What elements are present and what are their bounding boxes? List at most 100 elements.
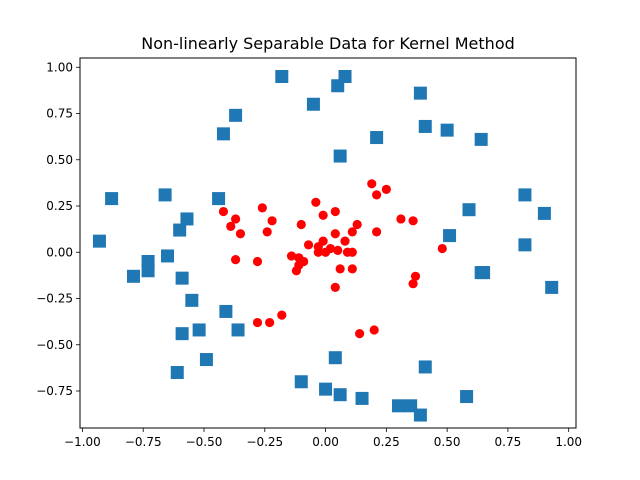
circle-data-point [291, 266, 301, 276]
square-data-point [545, 280, 559, 294]
square-data-point [175, 327, 189, 341]
square-data-point [170, 366, 184, 379]
square-data-point [518, 188, 532, 202]
circle-data-point [372, 190, 382, 200]
square-data-point [460, 390, 474, 404]
square-data-point [126, 269, 140, 283]
circle-data-point [267, 216, 277, 226]
circle-data-point [355, 329, 365, 339]
circle-data-point [277, 310, 287, 320]
circle-data-point [352, 219, 362, 230]
x-tick-label: 0.25 [373, 435, 400, 449]
square-data-point [185, 293, 199, 307]
square-data-point [173, 223, 187, 237]
circle-data-point [437, 243, 447, 254]
circle-data-point [226, 221, 236, 231]
square-data-point [440, 123, 454, 137]
square-data-point [105, 192, 119, 206]
circle-data-point [369, 325, 379, 335]
square-data-point [338, 70, 352, 83]
circle-data-point [408, 216, 418, 226]
square-data-point [413, 86, 427, 100]
circle-data-point [296, 219, 306, 230]
square-data-point [477, 266, 491, 280]
square-data-point [216, 127, 230, 141]
circle-data-point [231, 214, 241, 224]
x-tick-label: 0.50 [434, 435, 461, 449]
square-data-point [537, 206, 551, 220]
circle-data-point [231, 255, 241, 265]
y-tick-label: 1.00 [46, 60, 73, 74]
circle-data-point [265, 317, 275, 328]
square-data-point [418, 119, 432, 133]
circle-data-point [318, 210, 328, 220]
circle-data-point [330, 282, 340, 292]
circle-data-point [340, 236, 350, 246]
x-tick-label: 1.00 [555, 435, 582, 449]
square-data-point [231, 323, 245, 337]
square-data-point [199, 353, 213, 367]
square-data-point [306, 97, 320, 111]
y-tick-label: −0.75 [36, 384, 73, 398]
circle-data-point [347, 227, 357, 237]
circle-data-point [381, 184, 391, 194]
circle-data-point [235, 229, 246, 239]
y-tick-label: 0.75 [46, 107, 73, 121]
circle-data-point [330, 229, 340, 239]
circle-data-point [347, 264, 357, 274]
circle-data-point [257, 203, 267, 213]
square-data-point [333, 388, 347, 402]
y-tick-label: −0.50 [36, 338, 73, 352]
circle-data-point [342, 247, 353, 257]
axes-layer: −1.00 −0.75 −0.50 −0.25 0.00 0.25 0.50 0.75 1.00… [36, 60, 582, 449]
circle-data-point [330, 206, 340, 217]
circle-data-point [335, 264, 345, 274]
x-tick-label: −0.50 [186, 435, 223, 449]
circle-data-point [320, 247, 331, 257]
square-data-point [192, 323, 206, 337]
circle-data-point [303, 240, 314, 250]
circle-data-point [311, 197, 321, 207]
square-data-point [333, 149, 347, 163]
circle-data-point [408, 279, 418, 289]
chart-title: Non-linearly Separable Data for Kernel M… [141, 34, 515, 53]
square-data-point [443, 229, 457, 243]
circle-data-point [396, 214, 406, 224]
square-data-point [518, 238, 532, 252]
circle-data-point [262, 227, 272, 237]
square-data-point [92, 234, 106, 248]
x-tick-label: −0.75 [125, 435, 162, 449]
circle-data-point [372, 227, 382, 237]
square-data-point [474, 132, 488, 146]
square-data-point [158, 188, 172, 202]
square-data-point [328, 351, 342, 365]
square-data-point [294, 375, 308, 389]
plot-frame [79, 57, 577, 429]
square-data-point [319, 382, 333, 396]
y-tick-label: 0.50 [46, 153, 73, 167]
x-tick-label: 0.75 [495, 435, 522, 449]
plot-area [80, 58, 576, 428]
circle-data-point [286, 251, 297, 261]
y-tick-label: 0.00 [46, 245, 73, 259]
y-tick-label: 0.25 [46, 199, 73, 213]
square-data-point [275, 70, 289, 83]
circle-data-point [252, 256, 263, 267]
square-data-point [370, 131, 384, 145]
square-data-point [175, 271, 189, 285]
square-data-point [392, 399, 406, 413]
circle-data-point [313, 247, 323, 257]
circle-data-point [218, 206, 229, 217]
circle-data-point [252, 317, 263, 328]
square-data-point [141, 255, 155, 268]
square-data-point [418, 360, 432, 374]
square-data-point [462, 203, 476, 217]
points-layer [92, 70, 559, 422]
square-data-point [219, 304, 233, 318]
x-tick-label: 0.00 [312, 435, 339, 449]
square-data-point [180, 212, 194, 226]
circle-data-point [410, 271, 421, 281]
square-data-point [212, 192, 226, 206]
y-tick-label: −0.25 [36, 292, 73, 306]
